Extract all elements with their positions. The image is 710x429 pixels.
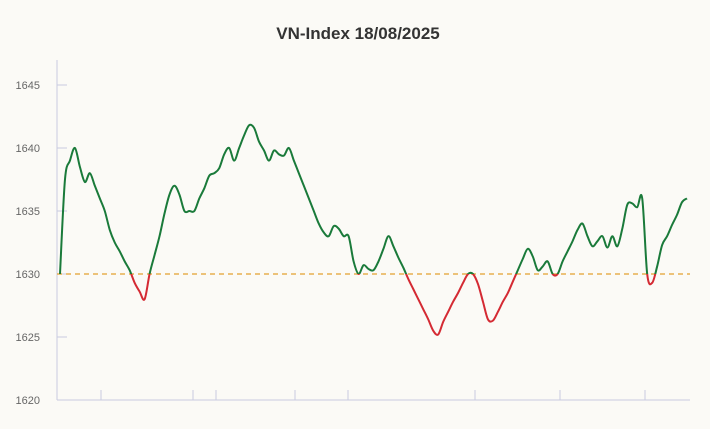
- y-tick-label: 1640: [16, 143, 40, 155]
- y-tick-label: 1625: [16, 332, 40, 344]
- y-tick-label: 1620: [16, 395, 40, 407]
- y-tick-label: 1630: [16, 269, 40, 281]
- plot-area: [57, 123, 690, 336]
- y-tick-label: 1645: [16, 80, 40, 92]
- y-tick-label: 1635: [16, 206, 40, 218]
- series-line-below-reference: [60, 274, 657, 336]
- axes: 1620 1625 1630 1635 1640 1645: [16, 60, 690, 407]
- chart-title: VN-Index 18/08/2025: [276, 24, 439, 43]
- series-line-above-reference: [59, 123, 688, 274]
